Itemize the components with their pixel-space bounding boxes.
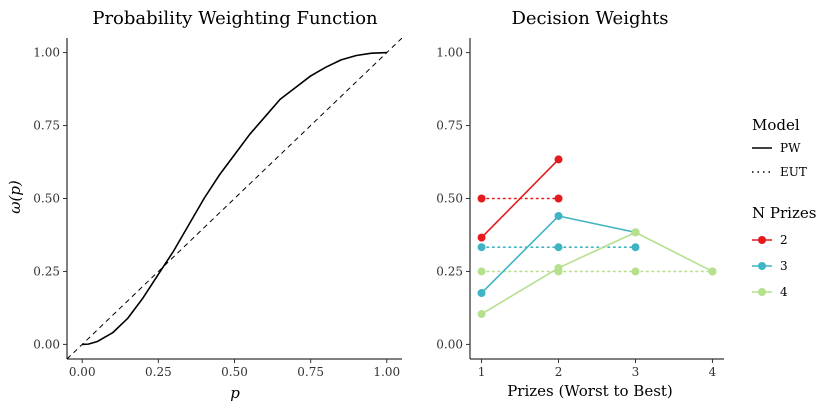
legend-key-point-3 — [758, 262, 766, 270]
decision-weights-y-tick-label: 0.75 — [436, 119, 463, 133]
data-point-3-eut — [477, 243, 486, 252]
data-point-2-pw — [554, 155, 563, 164]
pwf-x-tick-label: 0.50 — [221, 365, 248, 379]
legend-model-items: PW EUT — [752, 141, 807, 179]
series-line-2-pw — [480, 158, 560, 239]
legend-label-prize-2: 2 — [780, 233, 788, 247]
legend-key-point-4 — [758, 288, 766, 296]
decision-weights-y-tick-label: 1.00 — [436, 46, 463, 60]
decision-weights-panel: Decision Weights 1 2 3 4 0.00 0.25 0.50 0.75 1.0… — [436, 8, 724, 400]
data-point-2-eut — [554, 194, 563, 203]
decision-weights-y-tick-label: 0.25 — [436, 264, 463, 278]
legend-model-title: Model — [752, 116, 800, 134]
data-point-4-pw — [554, 263, 563, 272]
decision-weights-x-tick-label: 3 — [632, 365, 640, 379]
data-point-3-pw — [554, 212, 563, 221]
data-point-3-eut — [554, 243, 563, 252]
decision-weights-y-tick-label: 0.00 — [436, 337, 463, 351]
series-line-4-pw — [480, 231, 714, 315]
decision-weights-plot-area: 1 2 3 4 0.00 0.25 0.50 0.75 1.00 — [436, 38, 724, 379]
data-point-3-eut — [631, 243, 640, 252]
pwf-title: Probability Weighting Function — [92, 8, 378, 29]
decision-weights-x-tick-label: 2 — [555, 365, 563, 379]
data-point-4-eut — [631, 267, 640, 276]
data-point-3-pw — [477, 289, 486, 298]
legend-label-eut: EUT — [780, 165, 807, 179]
series-line-3-pw — [480, 215, 637, 294]
pwf-y-tick-label: 0.25 — [33, 264, 60, 278]
pwf-x-tick-label: 0.75 — [297, 365, 324, 379]
legend-key-point-2 — [758, 236, 766, 244]
data-point-4-pw — [477, 310, 486, 319]
pwf-y-tick-label: 0.00 — [33, 337, 60, 351]
pwf-curve — [82, 51, 387, 346]
pwf-x-axis-title: p — [230, 384, 240, 402]
pwf-y-tick-label: 0.50 — [33, 192, 60, 206]
data-point-4-pw — [708, 267, 717, 276]
decision-weights-x-axis-title: Prizes (Worst to Best) — [507, 382, 673, 400]
pwf-plot-area: 0.00 0.25 0.50 0.75 1.00 0.00 0.25 0.50 0.75 1.00 — [33, 38, 402, 379]
data-point-2-eut — [477, 194, 486, 203]
data-point-4-eut — [477, 267, 486, 276]
pwf-x-tick-label: 0.00 — [69, 365, 96, 379]
pwf-y-tick-label: 0.75 — [33, 119, 60, 133]
decision-weights-title: Decision Weights — [511, 8, 668, 29]
legend-label-pw: PW — [780, 141, 801, 155]
pwf-identity-line — [67, 38, 402, 359]
legend-label-prize-3: 3 — [780, 259, 788, 273]
pwf-y-tick-label: 1.00 — [33, 46, 60, 60]
decision-weights-x-tick-label: 4 — [709, 365, 717, 379]
pwf-y-axis-title: ω(p) — [6, 180, 24, 214]
legend: Model PW EUT N Prizes 2 3 4 — [752, 116, 816, 299]
data-point-4-pw — [631, 228, 640, 237]
legend-prize-items: 2 3 4 — [752, 233, 788, 299]
decision-weights-x-tick-label: 1 — [478, 365, 486, 379]
legend-label-prize-4: 4 — [780, 285, 788, 299]
pwf-panel: Probability Weighting Function 0.00 0.25 0… — [6, 8, 402, 402]
pwf-x-tick-label: 0.25 — [145, 365, 172, 379]
legend-prizes-title: N Prizes — [752, 204, 816, 222]
decision-weights-y-tick-label: 0.50 — [436, 192, 463, 206]
data-point-2-pw — [477, 233, 486, 242]
pwf-x-tick-label: 1.00 — [373, 365, 400, 379]
